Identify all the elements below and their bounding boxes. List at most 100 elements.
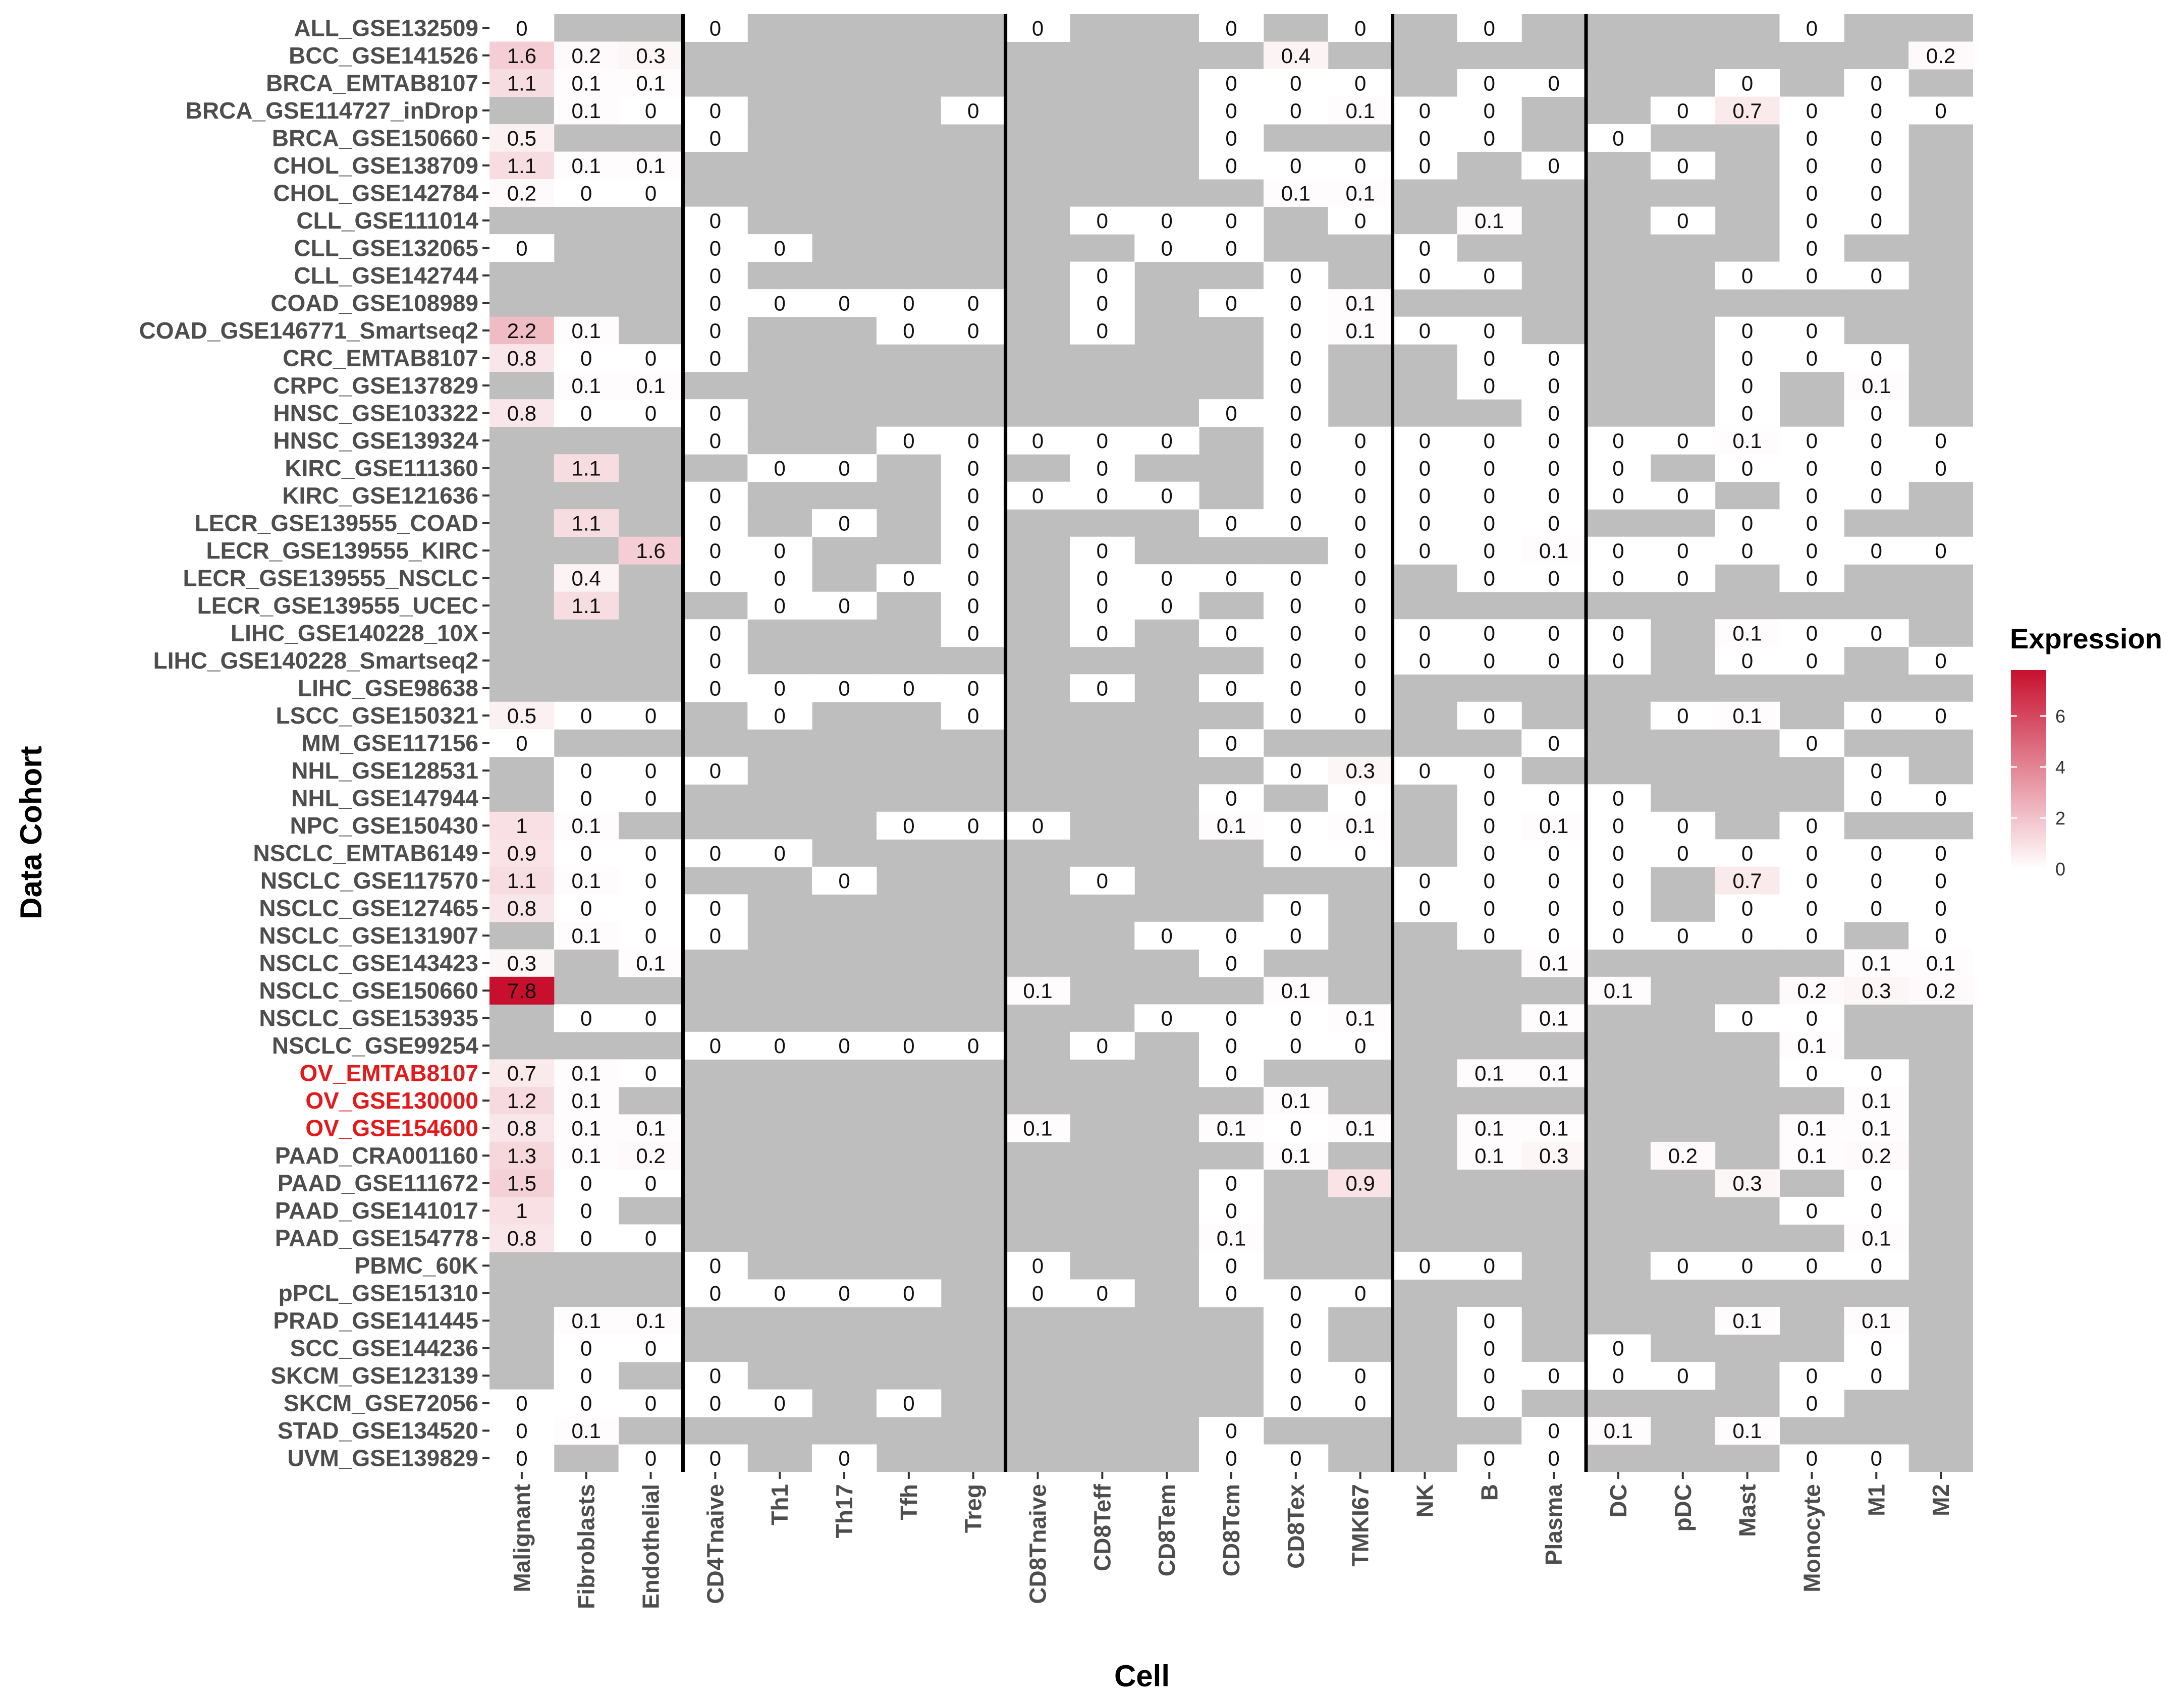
heatmap-cell xyxy=(1650,536,1716,565)
heatmap-cell xyxy=(1650,426,1716,455)
heatmap-cell xyxy=(1392,509,1457,537)
heatmap-cell xyxy=(554,1196,619,1225)
heatmap-cell xyxy=(1263,69,1329,97)
cell-value-label: 0 xyxy=(1290,1007,1301,1030)
heatmap-cell xyxy=(489,151,555,180)
y-tick-label: pPCL_GSE151310 xyxy=(279,1280,478,1306)
cell-value-label: 0 xyxy=(967,566,979,590)
heatmap-cell xyxy=(1844,894,1909,922)
cell-value-label: 0 xyxy=(709,291,721,315)
heatmap-cell xyxy=(1586,811,1651,840)
cell-value-label: 0 xyxy=(709,897,721,920)
heatmap-cell xyxy=(554,1306,619,1335)
x-tick-label: CD4Tnaive xyxy=(702,1484,728,1604)
cell-value-label: 0 xyxy=(1806,1392,1818,1415)
cell-value-label: 0 xyxy=(1484,539,1495,563)
cell-value-label: 0 xyxy=(1419,649,1431,673)
cell-value-label: 0 xyxy=(1871,787,1882,810)
heatmap-cell xyxy=(1199,69,1264,97)
cell-value-label: 0 xyxy=(1225,924,1237,948)
heatmap-cell xyxy=(618,69,683,97)
cell-value-label: 1.1 xyxy=(572,594,601,618)
heatmap-cell xyxy=(1005,1251,1070,1280)
cell-value-label: 0 xyxy=(1354,484,1366,508)
heatmap-cell xyxy=(1908,921,1974,950)
heatmap-cell xyxy=(489,811,555,840)
heatmap-cell xyxy=(618,344,683,372)
cell-value-label: 0 xyxy=(1354,511,1366,535)
cell-value-label: 0 xyxy=(1225,16,1237,40)
cell-value-label: 0 xyxy=(1484,924,1495,948)
cell-value-label: 0 xyxy=(1354,16,1366,40)
heatmap-cell xyxy=(489,1141,555,1170)
heatmap-cell xyxy=(1199,509,1264,537)
heatmap-cell xyxy=(1199,14,1264,42)
heatmap-cell xyxy=(618,41,683,70)
cell-value-label: 0 xyxy=(1290,319,1301,343)
heatmap-cell xyxy=(683,1031,748,1060)
cell-value-label: 0 xyxy=(1354,704,1366,728)
heatmap-cell xyxy=(1779,344,1844,372)
heatmap-cell xyxy=(1328,1169,1393,1197)
heatmap-cell xyxy=(1328,619,1393,647)
cell-value-label: 1.6 xyxy=(507,44,536,68)
cell-value-label: 0 xyxy=(1290,456,1301,480)
heatmap-cell xyxy=(489,729,555,757)
heatmap-cell xyxy=(1586,564,1651,592)
y-tick-label: SCC_GSE144236 xyxy=(290,1335,478,1361)
heatmap-cell xyxy=(554,1334,619,1362)
cell-value-label: 0 xyxy=(1871,1337,1882,1360)
cell-value-label: 0 xyxy=(1290,1309,1301,1333)
heatmap-cell xyxy=(1779,536,1844,565)
cell-value-label: 0 xyxy=(580,401,592,425)
heatmap-cell xyxy=(1844,1251,1909,1280)
cell-value-label: 0 xyxy=(1806,181,1818,205)
heatmap-cell xyxy=(618,866,683,895)
cell-value-label: 0 xyxy=(1871,759,1882,783)
heatmap-cell xyxy=(1650,701,1716,730)
cell-value-label: 0 xyxy=(1806,1254,1818,1278)
cell-value-label: 0 xyxy=(1484,621,1495,645)
cell-value-label: 7.8 xyxy=(507,979,536,1003)
cell-value-label: 0.1 xyxy=(572,814,601,838)
cell-value-label: 0.1 xyxy=(1345,291,1375,315)
cell-value-label: 0 xyxy=(1484,897,1495,920)
heatmap-cell xyxy=(618,151,683,180)
heatmap-cell xyxy=(1457,1306,1522,1335)
cell-value-label: 0 xyxy=(1290,704,1301,728)
heatmap-cell xyxy=(1392,481,1457,510)
y-tick-label: CLL_GSE132065 xyxy=(294,235,478,261)
heatmap-cell xyxy=(1070,426,1135,455)
heatmap-cell xyxy=(1263,426,1329,455)
heatmap-cell xyxy=(683,619,748,647)
heatmap-cell xyxy=(489,234,555,262)
heatmap-cell xyxy=(1392,619,1457,647)
cell-value-label: 0 xyxy=(967,539,979,563)
heatmap-cell xyxy=(1263,96,1329,125)
x-tick-label: Fibroblasts xyxy=(573,1484,599,1609)
heatmap-cell xyxy=(1844,96,1909,125)
cell-value-label: 0 xyxy=(1612,429,1624,453)
heatmap-cell xyxy=(683,344,748,372)
cell-value-label: 0 xyxy=(1484,1447,1495,1470)
heatmap-cell xyxy=(618,1141,683,1170)
heatmap-cell xyxy=(1715,921,1780,950)
cell-value-label: 0 xyxy=(1677,154,1688,178)
y-tick-label: COAD_GSE108989 xyxy=(270,290,478,316)
y-tick-label: LIHC_GSE140228_Smartseq2 xyxy=(153,647,478,674)
cell-value-label: 0 xyxy=(645,1447,657,1470)
y-tick-label: SKCM_GSE72056 xyxy=(284,1390,478,1416)
x-tick-label: Th1 xyxy=(767,1484,793,1525)
heatmap-cell xyxy=(1457,14,1522,42)
heatmap-cell xyxy=(1779,976,1844,1005)
cell-value-label: 0.1 xyxy=(1862,1089,1891,1113)
heatmap-cell xyxy=(1521,921,1587,950)
heatmap-cell xyxy=(941,426,1006,455)
cell-value-label: 0 xyxy=(1548,566,1559,590)
heatmap-cell xyxy=(489,949,555,977)
heatmap-cell xyxy=(1328,1361,1393,1390)
heatmap-cell xyxy=(489,839,555,867)
heatmap-cell xyxy=(1070,674,1135,702)
heatmap-cell xyxy=(812,591,877,620)
heatmap-cell xyxy=(1779,234,1844,262)
